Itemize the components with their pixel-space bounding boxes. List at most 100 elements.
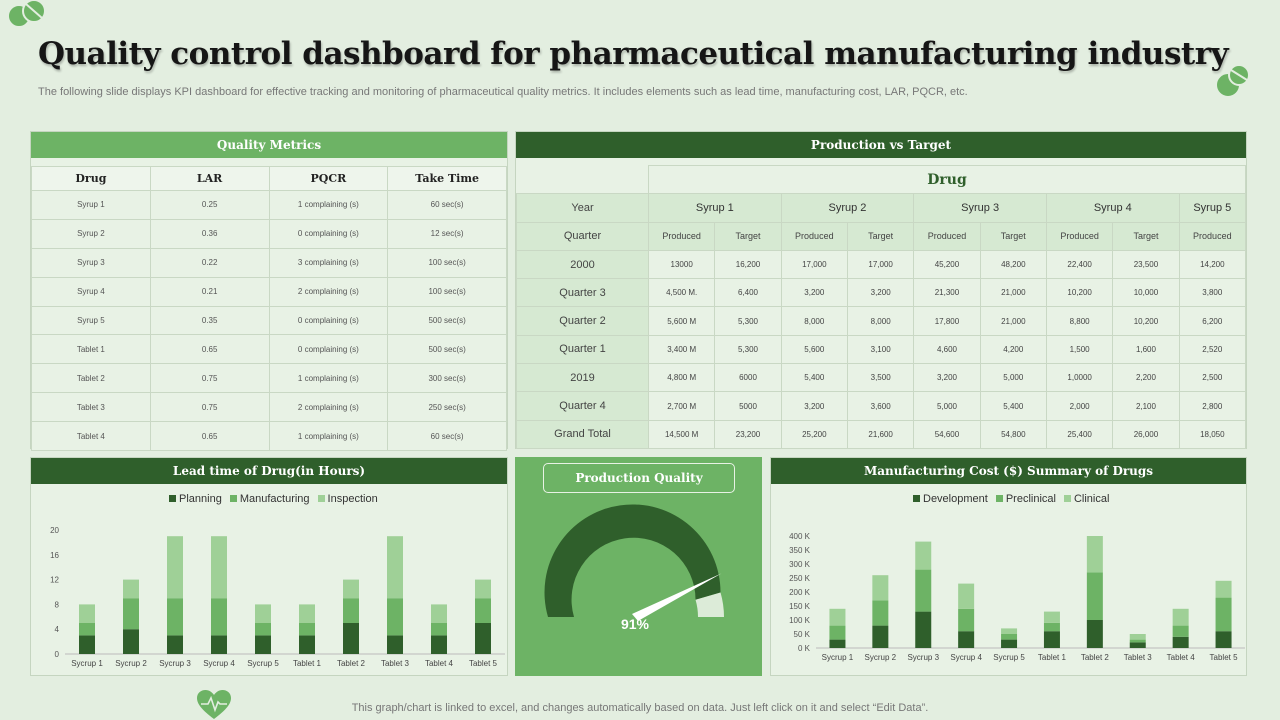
legend-label: Clinical: [1073, 493, 1110, 505]
bar-segment: [167, 598, 183, 636]
production-target-panel: Production vs Target Drug Year Syrup 1 Sy…: [515, 131, 1247, 449]
y-tick-label: 8: [55, 600, 60, 609]
table-cell: 60 sec(s): [387, 190, 507, 220]
table-cell: 100 sec(s): [387, 276, 507, 307]
y-tick-label: 20: [50, 526, 59, 535]
table-cell: 8,000: [780, 306, 848, 336]
table-row: Syrup 3 0.22 3 complaining (s) 100 sec(s): [31, 247, 507, 278]
bar-segment: [1043, 631, 1060, 648]
bar-segment: [123, 598, 139, 630]
table-cell: 0.75: [149, 392, 270, 423]
product-header: Syrup 4: [1045, 193, 1180, 223]
bar-segment: [1172, 636, 1189, 648]
column-header: PQCR: [268, 166, 389, 191]
legend-swatch: [913, 495, 920, 502]
bar-segment: [387, 598, 403, 636]
bar-segment: [872, 625, 889, 648]
production-quality-title: Production Quality: [543, 463, 735, 493]
bar-segment: [343, 598, 359, 623]
x-tick-label: Tablet 3: [381, 659, 410, 668]
page-subtitle: The following slide displays KPI dashboa…: [38, 86, 968, 98]
bar-segment: [343, 623, 359, 654]
bar-segment: [343, 579, 359, 599]
x-tick-label: Sycrup 4: [203, 659, 235, 668]
table-cell: 21,000: [979, 278, 1047, 308]
bar-segment: [1215, 631, 1232, 648]
table-cell: 300 sec(s): [387, 363, 507, 394]
table-cell: 0.21: [149, 276, 270, 307]
subheader-cell: Target: [1112, 221, 1180, 251]
table-cell: 8,000: [846, 306, 915, 336]
bar-segment: [79, 604, 95, 623]
footer-note: This graph/chart is linked to excel, and…: [351, 702, 929, 714]
subheader-cell: Produced: [780, 221, 848, 251]
legend-swatch: [995, 495, 1003, 502]
y-tick-label: 300 K: [789, 560, 811, 569]
row-label: Quarter 1: [516, 334, 649, 365]
manufacturing-cost-legend: Development Preclinical Clinical: [913, 493, 1117, 505]
table-cell: 4,200: [979, 334, 1047, 365]
table-cell: 3,100: [846, 334, 915, 365]
gauge-remaining-arc: [695, 592, 724, 617]
bar-segment: [958, 631, 975, 648]
product-header: Syrup 3: [913, 193, 1047, 223]
x-tick-label: Tablet 1: [1038, 653, 1067, 662]
bar-segment: [1129, 642, 1146, 648]
bar-segment: [1129, 639, 1146, 643]
quality-metrics-table: Drug LAR PQCR Take Time Syrup 1 0.25 1 com…: [31, 166, 507, 452]
x-tick-label: Sycrup 5: [247, 659, 279, 668]
table-cell: 3,800: [1178, 278, 1247, 308]
legend-label: Inspection: [327, 493, 378, 505]
table-cell: 0 complaining (s): [268, 218, 389, 249]
production-quality-gauge: [544, 504, 724, 621]
table-cell: 2 complaining (s): [268, 276, 389, 307]
x-tick-label: Tablet 1: [293, 659, 322, 668]
table-cell: 0.65: [149, 421, 270, 452]
table-cell: 6,200: [1178, 306, 1247, 336]
table-cell: 0.35: [149, 305, 270, 336]
table-row: Syrup 1 0.25 1 complaining (s) 60 sec(s): [31, 190, 507, 220]
table-row: Quarter 3 4,500 M. 6,400 3,200 3,200 21,300 21…: [516, 278, 1247, 308]
subheader-cell: Target: [979, 221, 1047, 251]
table-cell: 3,200: [780, 391, 848, 421]
x-tick-label: Sycrup 4: [950, 653, 982, 662]
legend-item: Preclinical: [995, 493, 1056, 505]
table-cell: 2 complaining (s): [268, 392, 389, 423]
bar-segment: [299, 604, 315, 623]
table-cell: 10,000: [1112, 278, 1180, 308]
table-cell: 0 complaining (s): [268, 305, 389, 336]
x-tick-label: Sycrup 2: [115, 659, 147, 668]
bar-segment: [123, 629, 139, 654]
table-row: Quarter 4 2,700 M 5000 3,200 3,600 5,000 5,400…: [516, 391, 1247, 421]
table-cell: 18,050: [1178, 419, 1247, 449]
table-cell: Syrup 2: [31, 218, 151, 249]
table-row: Tablet 2 0.75 1 complaining (s) 300 sec(s): [31, 363, 507, 394]
legend-label: Development: [923, 493, 988, 505]
production-target-title: Production vs Target: [516, 132, 1246, 158]
row-label: Grand Total: [516, 419, 649, 449]
bar-segment: [255, 635, 271, 654]
legend-swatch: [229, 495, 237, 502]
bar-segment: [1043, 622, 1060, 632]
heartbeat-icon: [197, 690, 231, 719]
table-cell: 1 complaining (s): [268, 363, 389, 394]
bar-segment: [915, 569, 932, 612]
y-tick-label: 0 K: [798, 644, 811, 653]
table-cell: 2,700 M: [647, 391, 716, 421]
y-tick-label: 50 K: [794, 630, 811, 639]
table-cell: Tablet 3: [31, 392, 151, 423]
table-cell: 5,300: [714, 334, 782, 365]
table-row: Drug: [516, 164, 1246, 195]
legend-swatch: [317, 495, 325, 502]
bar-segment: [167, 635, 183, 654]
bar-segment: [1001, 634, 1018, 640]
bar-segment: [387, 536, 403, 599]
column-header: LAR: [149, 166, 270, 191]
table-cell: 17,000: [780, 249, 848, 280]
table-cell: Syrup 3: [31, 247, 151, 278]
table-cell: 0.22: [149, 247, 270, 278]
x-tick-label: Sycrup 2: [865, 653, 897, 662]
table-cell: 3,200: [846, 278, 915, 308]
row-label: Quarter 2: [516, 306, 649, 336]
subheader-cell: Target: [846, 221, 915, 251]
